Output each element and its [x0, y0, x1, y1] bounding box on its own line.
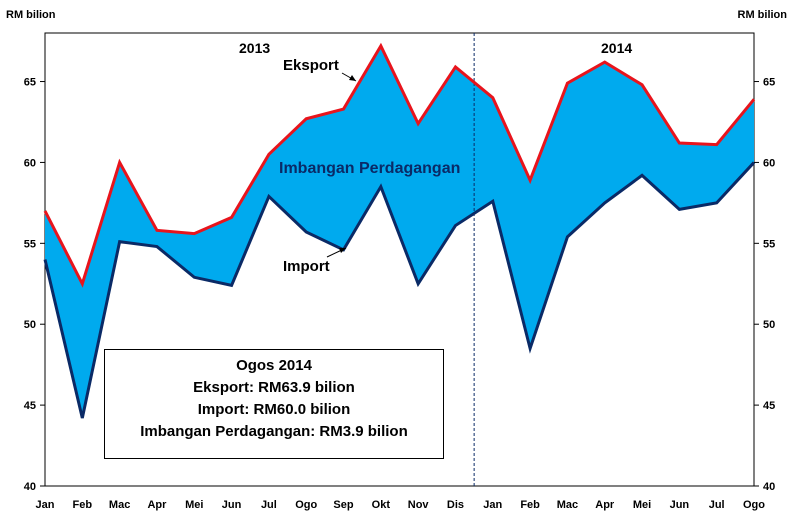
summary-balance: Imbangan Perdagangan: RM3.9 bilion [140, 423, 408, 440]
x-tick-label: Nov [408, 499, 430, 511]
eksport-pointer-head [349, 75, 356, 81]
y-tick-label-right: 50 [763, 319, 775, 331]
x-tick-label: Jun [222, 499, 242, 511]
x-tick-label: Mac [109, 499, 130, 511]
y-tick-label-right: 55 [763, 238, 775, 250]
x-tick-label: Ogo [295, 499, 317, 511]
y-axis-title-right: RM bilion [737, 9, 788, 21]
y-tick-label-left: 40 [24, 481, 36, 493]
year-2013-label: 2013 [239, 40, 270, 56]
y-axis-title-left: RM bilion [6, 9, 56, 21]
year-2014-label: 2014 [601, 40, 632, 56]
x-tick-label: Sep [333, 499, 353, 511]
summary-import: Import: RM60.0 bilion [197, 401, 351, 418]
y-tick-label-left: 55 [24, 238, 36, 250]
x-tick-label: Ogo [743, 499, 765, 511]
summary-title: Ogos 2014 [236, 357, 312, 374]
x-tick-label: Feb [73, 499, 93, 511]
x-tick-label: Jul [261, 499, 277, 511]
x-tick-label: Jul [709, 499, 725, 511]
import-annotation: Import [283, 258, 330, 275]
x-tick-label: Feb [520, 499, 540, 511]
x-tick-label: Mac [557, 499, 578, 511]
y-tick-label-left: 45 [24, 400, 36, 412]
x-tick-label: Mei [185, 499, 203, 511]
y-tick-label-left: 50 [24, 319, 36, 331]
y-tick-label-right: 45 [763, 400, 775, 412]
balance-annotation: Imbangan Perdagangan [279, 160, 460, 177]
x-tick-label: Dis [447, 499, 464, 511]
eksport-annotation: Eksport [283, 57, 339, 74]
x-tick-label: Mei [633, 499, 651, 511]
y-tick-label-right: 65 [763, 77, 775, 89]
summary-box: Ogos 2014 Eksport: RM63.9 bilion Import:… [104, 349, 444, 459]
x-tick-label: Apr [595, 499, 615, 511]
x-tick-label: Okt [372, 499, 391, 511]
y-tick-label-right: 40 [763, 481, 775, 493]
x-tick-label: Jan [36, 499, 55, 511]
import-line [43, 161, 756, 419]
y-tick-label-right: 60 [763, 157, 775, 169]
x-tick-label: Jan [483, 499, 502, 511]
eksport-line [43, 42, 756, 288]
x-tick-label: Apr [147, 499, 167, 511]
import-pointer-head [339, 248, 346, 253]
summary-eksport: Eksport: RM63.9 bilion [193, 379, 355, 396]
y-tick-label-left: 60 [24, 157, 36, 169]
x-tick-label: Jun [670, 499, 690, 511]
y-tick-label-left: 65 [24, 77, 36, 89]
